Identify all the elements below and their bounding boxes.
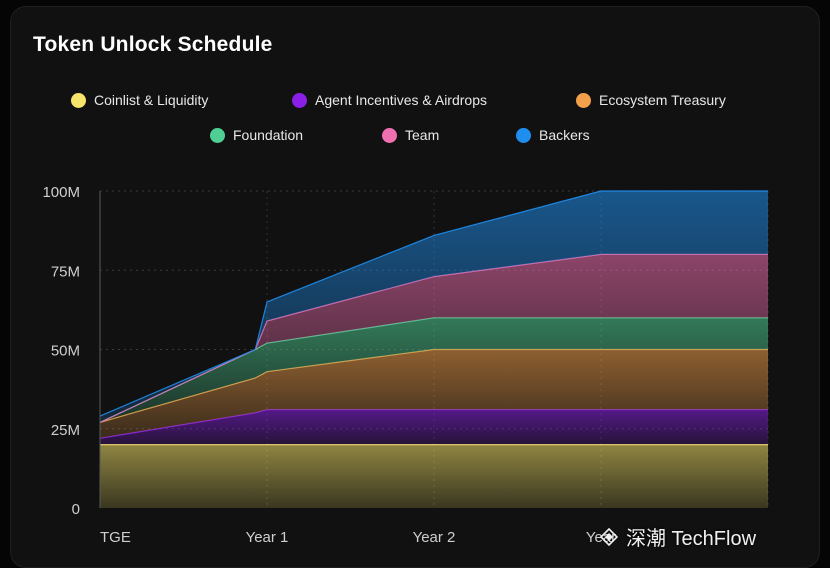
x-tick-label: TGE <box>100 529 131 546</box>
area-team <box>100 254 768 423</box>
y-tick-label: 75M <box>51 263 80 280</box>
legend-item-agent-incentives[interactable]: Agent Incentives & Airdrops <box>292 92 487 108</box>
watermark-text: 深潮 TechFlow <box>626 528 757 550</box>
x-tick-label: Year 2 <box>413 529 456 546</box>
area-coinlist-liquidity <box>100 444 768 508</box>
x-tick-label: Year 1 <box>246 529 289 546</box>
legend-label-coinlist: Coinlist & Liquidity <box>94 92 209 108</box>
legend-dot-agent-incentives <box>292 92 307 108</box>
legend-dot-foundation <box>210 127 225 143</box>
legend-item-ecosystem-treasury[interactable]: Ecosystem Treasury <box>576 92 726 108</box>
y-tick-label: 0 <box>72 501 80 518</box>
legend-label-team: Team <box>405 127 440 143</box>
line-backers <box>99 190 768 417</box>
legend-label-ecosystem-treasury: Ecosystem Treasury <box>599 92 726 108</box>
legend-label-foundation: Foundation <box>233 127 304 143</box>
legend-dot-backers <box>516 127 531 143</box>
legend-dot-coinlist <box>71 92 86 108</box>
y-tick-label: 25M <box>51 422 80 439</box>
watermark: 深潮 TechFlow <box>600 522 756 551</box>
area-foundation <box>100 317 768 423</box>
area-backers <box>100 191 768 423</box>
legend-label-backers: Backers <box>539 127 590 143</box>
legend-item-coinlist[interactable]: Coinlist & Liquidity <box>71 92 208 108</box>
y-tick-label: 50M <box>51 343 80 360</box>
legend-item-team[interactable]: Team <box>382 127 439 143</box>
chart-title: Token Unlock Schedule <box>33 33 273 56</box>
techflow-logo-icon <box>600 527 618 546</box>
area-agent-incentives-airdrops <box>100 409 768 445</box>
legend-label-agent-incentives: Agent Incentives & Airdrops <box>315 92 487 108</box>
legend-item-foundation[interactable]: Foundation <box>210 127 303 143</box>
legend-dot-ecosystem-treasury <box>576 92 591 108</box>
legend-dot-team <box>382 127 397 143</box>
legend-item-backers[interactable]: Backers <box>516 127 590 143</box>
y-tick-label: 100M <box>42 184 80 201</box>
